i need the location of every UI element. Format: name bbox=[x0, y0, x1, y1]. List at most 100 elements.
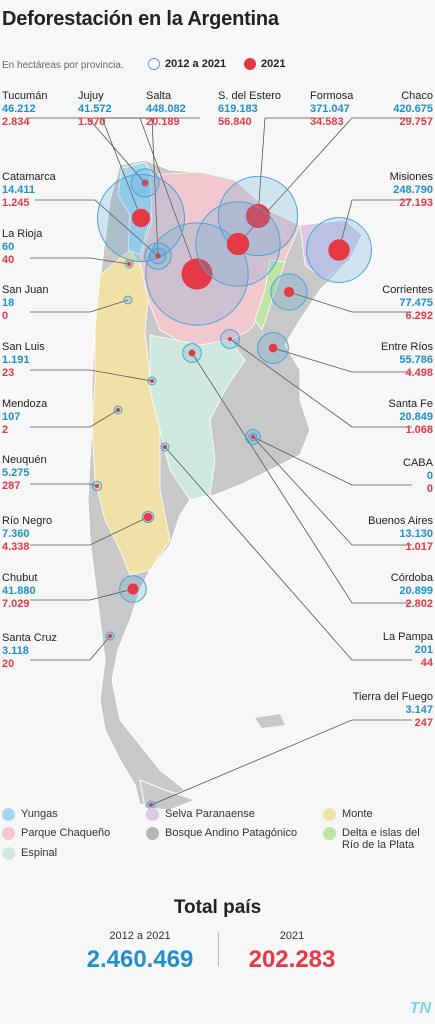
province-2021: 2.802 bbox=[405, 598, 433, 610]
leader-lines bbox=[28, 117, 412, 806]
eco-swatch bbox=[146, 808, 159, 821]
province-total: 0 bbox=[426, 470, 433, 482]
bubble-2021 bbox=[127, 262, 131, 266]
province-name: San Juan bbox=[2, 284, 49, 296]
province-name: Corrientes bbox=[382, 284, 433, 296]
province-total: 1.191 bbox=[2, 354, 30, 366]
leader-line bbox=[252, 436, 412, 546]
province-name: Chaco bbox=[401, 90, 433, 102]
province-2021: 23 bbox=[2, 367, 15, 379]
leader-line bbox=[30, 635, 111, 661]
province-name: Tierra del Fuego bbox=[352, 691, 433, 703]
label-tierradelfuego: Tierra del Fuego 3.147 247 bbox=[353, 691, 433, 730]
province-total: 41.572 bbox=[78, 103, 112, 115]
leader-line bbox=[30, 369, 153, 382]
leader-line bbox=[257, 117, 325, 217]
label-cordoba: Córdoba 20.899 2.802 bbox=[391, 572, 433, 611]
label-larioja: La Rioja 60 40 bbox=[2, 228, 42, 267]
province-total: 448.082 bbox=[146, 103, 186, 115]
province-name: Tucumán bbox=[2, 90, 48, 102]
bubble-2021 bbox=[181, 258, 213, 290]
province-2021: 20 bbox=[2, 658, 15, 670]
subtitle: En hectáreas por provincia. bbox=[2, 60, 124, 71]
province-total: 420.675 bbox=[393, 103, 433, 115]
eco-swatch bbox=[2, 827, 15, 840]
eco-swatch bbox=[323, 827, 336, 840]
province-total: 13.130 bbox=[399, 528, 433, 540]
province-total: 371.047 bbox=[310, 103, 350, 115]
leader-line bbox=[229, 338, 412, 428]
province-name: Neuquén bbox=[2, 454, 47, 466]
bubble-2021 bbox=[245, 203, 271, 229]
province-name: Santa Cruz bbox=[2, 632, 58, 644]
leader-line bbox=[237, 117, 412, 245]
label-salta: Salta 448.082 20.189 bbox=[146, 90, 186, 129]
page-title: Deforestación en la Argentina bbox=[2, 8, 279, 30]
province-total: 20.849 bbox=[399, 411, 433, 423]
bubbles bbox=[91, 168, 372, 810]
province-total: 619.183 bbox=[218, 103, 258, 115]
province-total: 55.786 bbox=[399, 354, 433, 366]
bubble-2021 bbox=[141, 179, 149, 187]
legend-year: 2021 bbox=[244, 58, 285, 70]
bubble-2021 bbox=[149, 803, 153, 807]
label-tucuman: Tucumán 46.212 2.834 bbox=[2, 90, 47, 129]
label-santacruz: Santa Cruz 3.118 20 bbox=[2, 632, 57, 671]
province-name: Córdoba bbox=[390, 572, 433, 584]
eco-selva-paranaense: Selva Paranaense bbox=[146, 808, 255, 821]
eco-espinal: Espinal bbox=[2, 847, 57, 860]
province-2021: 7.029 bbox=[2, 598, 30, 610]
eco-swatch bbox=[2, 847, 15, 860]
province-2021: 0 bbox=[2, 310, 9, 322]
province-2021: 1.245 bbox=[2, 197, 30, 209]
tn-logo: TN bbox=[409, 1000, 431, 1017]
label-sanjuan: San Juan 18 0 bbox=[2, 284, 48, 323]
label-buenosaires: Buenos Aires 13.130 1.017 bbox=[368, 515, 433, 554]
province-total: 5.275 bbox=[2, 467, 30, 479]
eco-label: Parque Chaqueño bbox=[21, 827, 111, 839]
eco-parque-chaqueno: Parque Chaqueño bbox=[2, 827, 110, 840]
province-name: Santa Fe bbox=[388, 398, 433, 410]
total-year: 2021 202.283 bbox=[212, 930, 372, 974]
leader-line bbox=[30, 299, 129, 313]
bubble-2021 bbox=[155, 253, 161, 259]
ring-icon bbox=[148, 58, 160, 70]
leader-line bbox=[288, 291, 412, 313]
label-corrientes: Corrientes 77.475 6.292 bbox=[382, 284, 433, 323]
label-chaco: Chaco 420.675 29.757 bbox=[393, 90, 433, 129]
leader-line bbox=[30, 257, 130, 265]
province-name: Mendoza bbox=[2, 398, 48, 410]
province-total: 7.360 bbox=[2, 528, 30, 540]
total-year-label: 2021 bbox=[279, 930, 305, 942]
province-total: 60 bbox=[2, 241, 15, 253]
province-2021: 27.193 bbox=[399, 197, 433, 209]
province-total: 248.790 bbox=[393, 184, 433, 196]
province-2021: 247 bbox=[414, 717, 433, 729]
province-2021: 40 bbox=[2, 254, 15, 266]
province-total: 46.212 bbox=[2, 103, 36, 115]
province-total: 18 bbox=[2, 297, 15, 309]
province-name: Salta bbox=[146, 90, 172, 102]
province-2021: 34.583 bbox=[310, 116, 344, 128]
province-2021: 44 bbox=[420, 657, 433, 669]
province-total: 3.118 bbox=[2, 645, 29, 657]
leader-line bbox=[252, 436, 412, 486]
province-total: 3.147 bbox=[405, 704, 433, 716]
label-sdelestero: S. del Estero 619.183 56.840 bbox=[218, 90, 281, 129]
province-name: Catamarca bbox=[2, 171, 56, 183]
leader-line bbox=[164, 446, 412, 661]
label-formosa: Formosa 371.047 34.583 bbox=[310, 90, 353, 129]
eco-label: Monte bbox=[342, 808, 373, 820]
eco-swatch bbox=[2, 808, 15, 821]
eco-swatch bbox=[146, 827, 159, 840]
province-name: San Luis bbox=[2, 341, 45, 353]
bubble-2021 bbox=[163, 445, 167, 449]
province-name: Río Negro bbox=[2, 515, 53, 527]
leader-line bbox=[272, 347, 412, 373]
label-catamarca: Catamarca 14.411 1.245 bbox=[2, 171, 56, 210]
province-name: Chubut bbox=[2, 572, 38, 584]
totals-divider bbox=[218, 932, 219, 966]
bubble-2021 bbox=[108, 634, 112, 638]
leader-line bbox=[30, 588, 134, 601]
